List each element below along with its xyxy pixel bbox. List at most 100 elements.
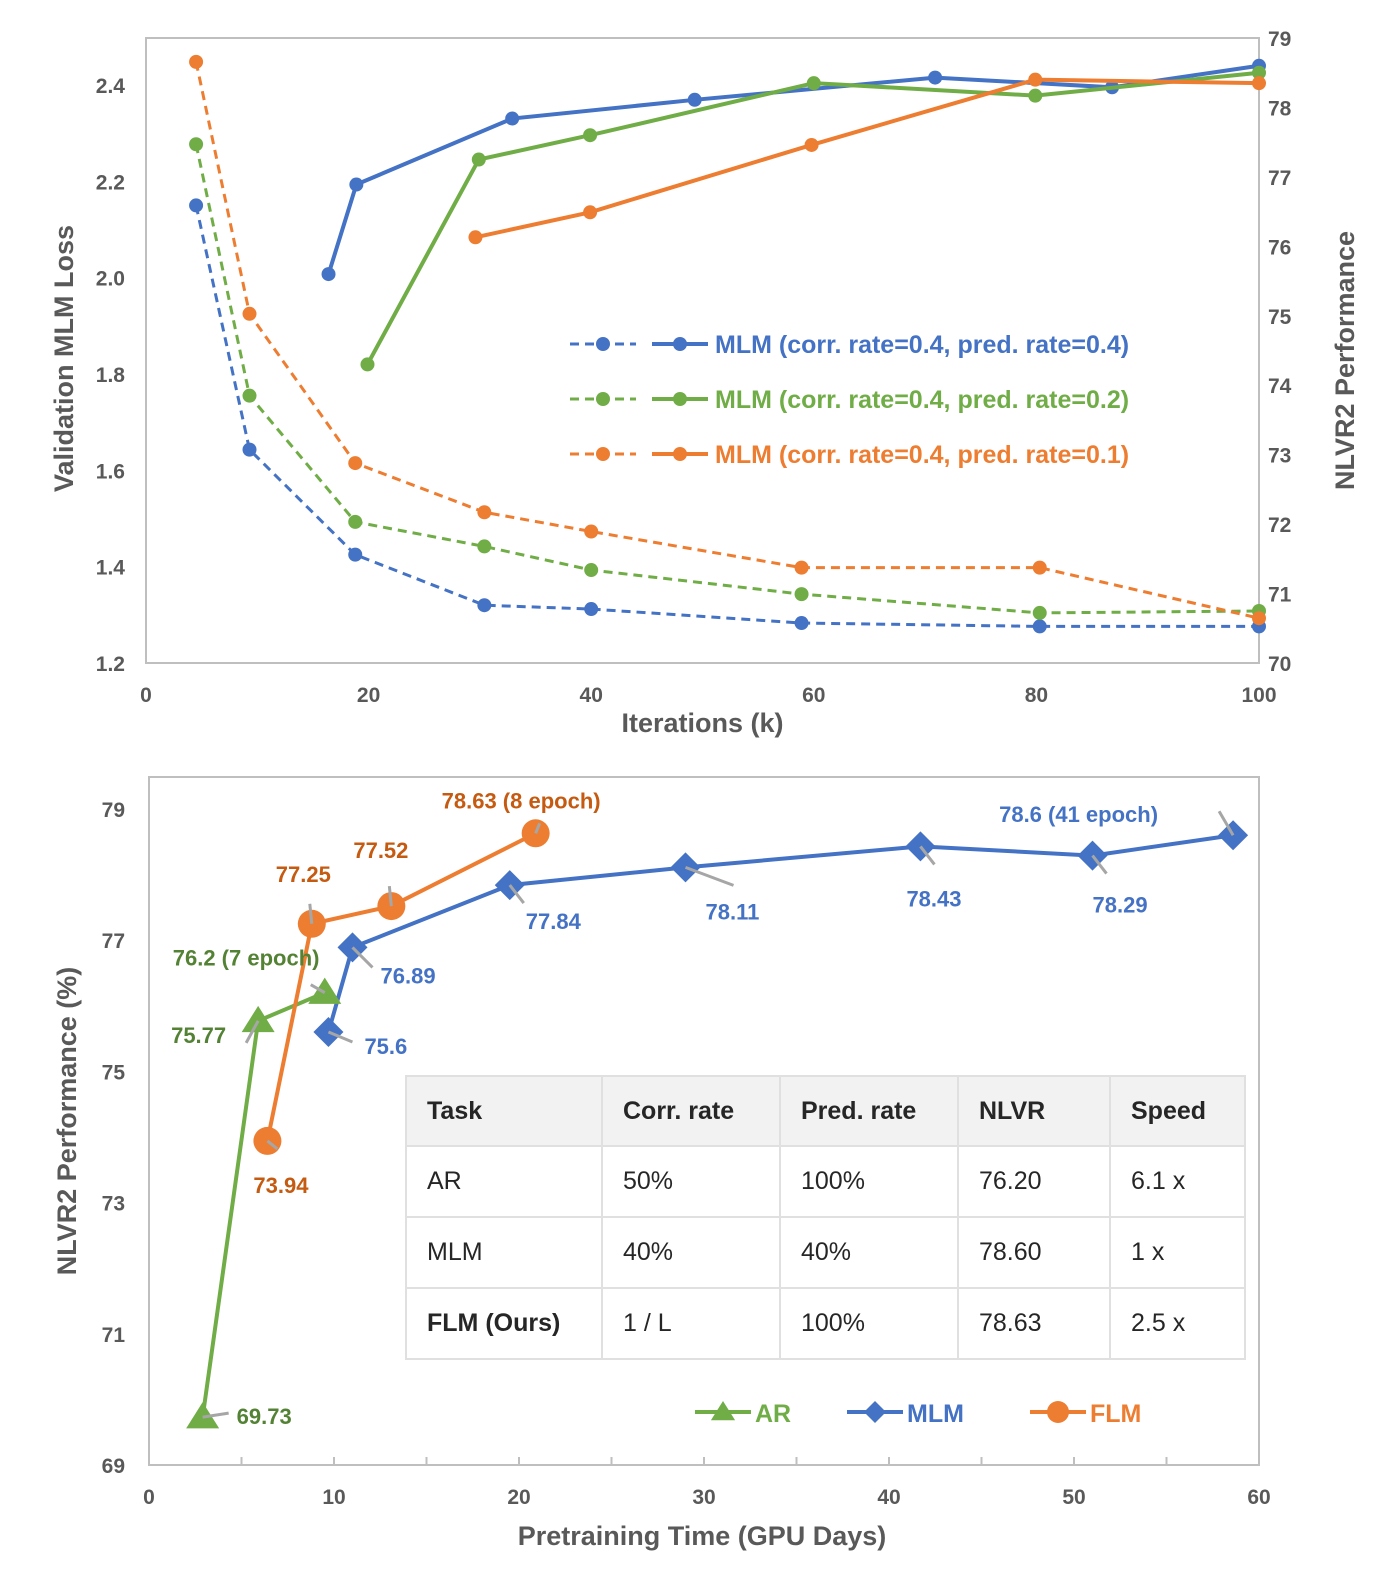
x-tick-label: 60: [1247, 1486, 1270, 1509]
y-axis-title: NLVR2 Performance (%): [52, 967, 82, 1276]
data-label: 77.52: [353, 838, 408, 863]
y2-tick-label: 77: [1268, 167, 1291, 190]
nlvr2-point: [468, 230, 483, 245]
legend-marker: [864, 1401, 886, 1423]
data-label: 78.11: [706, 899, 760, 924]
table-cell: FLM (Ours): [405, 1287, 603, 1360]
table-header: Pred. rate: [779, 1075, 959, 1147]
loss-point: [1032, 605, 1047, 620]
y-tick-label: 79: [102, 799, 125, 822]
x-tick-label: 0: [143, 1486, 155, 1509]
data-label: 78.43: [906, 886, 961, 911]
nlvr2-line: [365, 70, 1260, 366]
label-leader: [508, 884, 525, 905]
nlvr2-point: [1028, 72, 1043, 87]
nlvr2-point: [928, 70, 943, 85]
legend-nlvr2-marker: [673, 392, 687, 406]
y2-tick-label: 75: [1268, 306, 1292, 329]
data-point: [241, 1005, 275, 1033]
legend-label: AR: [755, 1400, 791, 1428]
legend-loss-marker: [596, 447, 610, 461]
data-label: 75.77: [171, 1023, 226, 1048]
table-cell: AR: [405, 1145, 603, 1218]
table-row: AR 50% 100% 76.20 6.1 x: [405, 1145, 1246, 1218]
loss-line: [194, 143, 1260, 615]
nlvr2-point: [804, 137, 819, 152]
data-label: 76.2 (7 epoch): [173, 946, 320, 971]
x-tick-label: 20: [357, 684, 380, 707]
table-cell: 1 x: [1109, 1216, 1246, 1289]
loss-line: [194, 61, 1260, 620]
loss-point: [477, 598, 492, 613]
loss-point: [348, 547, 363, 562]
y-tick-label: 2.4: [96, 75, 126, 98]
y-tick-label: 2.2: [96, 171, 125, 194]
data-label: 69.73: [237, 1404, 292, 1429]
nlvr2-point: [349, 177, 364, 192]
y-tick-label: 75: [102, 1061, 126, 1084]
nlvr2-point: [1252, 65, 1266, 80]
loss-point: [584, 524, 599, 539]
series-line: [265, 831, 537, 1142]
nlvr2-point: [1252, 76, 1266, 91]
table-header: Speed: [1109, 1075, 1246, 1147]
bottom-chart: 0 10 20 30 40 50 60 69 71 73 75 77 79 Pretraining Tim…: [52, 776, 1271, 1551]
loss-point: [242, 442, 257, 457]
data-point: [905, 831, 936, 862]
loss-point: [242, 388, 257, 403]
legend-label: MLM (corr. rate=0.4, pred. rate=0.2): [715, 386, 1129, 414]
x-tick-label: 50: [1062, 1486, 1085, 1509]
comparison-table: Task Corr. rate Pred. rate NLVR Speed AR…: [405, 1075, 1246, 1360]
table-cell: 40%: [601, 1216, 781, 1289]
data-point: [308, 977, 342, 1004]
data-point: [1077, 840, 1108, 871]
legend-marker: [710, 1401, 736, 1421]
data-label: 77.84: [526, 909, 582, 934]
table-header: NLVR: [957, 1075, 1111, 1147]
x-tick-label: 60: [802, 684, 825, 707]
loss-point: [794, 616, 809, 631]
table-cell: 50%: [601, 1145, 781, 1218]
legend-loss-marker: [596, 337, 610, 351]
label-leader: [308, 903, 314, 924]
loss-point: [1032, 560, 1047, 575]
legend-label: MLM: [907, 1400, 964, 1428]
x-tick-label: 10: [322, 1486, 345, 1509]
legend-nlvr2-marker: [673, 447, 687, 461]
table-cell: 78.63: [957, 1287, 1111, 1360]
table-header: Task: [405, 1075, 603, 1147]
y-tick-label: 77: [102, 930, 125, 953]
legend-label: MLM (corr. rate=0.4, pred. rate=0.1): [715, 441, 1129, 469]
legend-marker: [1047, 1401, 1069, 1423]
x-tick-label: 80: [1025, 684, 1048, 707]
label-leader: [684, 865, 735, 887]
loss-point: [348, 456, 363, 471]
series-line: [200, 990, 326, 1418]
label-leader: [387, 885, 393, 907]
y2-tick-label: 73: [1268, 445, 1291, 468]
legend-label: MLM (corr. rate=0.4, pred. rate=0.4): [715, 331, 1129, 359]
y2-tick-label: 71: [1268, 584, 1292, 607]
loss-point: [348, 514, 363, 529]
table-cell: 2.5 x: [1109, 1287, 1246, 1360]
label-leader: [351, 946, 374, 969]
x-tick-label: 100: [1241, 684, 1276, 707]
label-leader: [266, 1139, 279, 1151]
y-axis-title: Validation MLM Loss: [49, 225, 79, 492]
nlvr2-point: [321, 267, 336, 282]
legend-nlvr2-marker: [673, 337, 687, 351]
x-tick-label: 40: [580, 684, 603, 707]
table-cell: 40%: [779, 1216, 959, 1289]
table-cell: 6.1 x: [1109, 1145, 1246, 1218]
label-leader: [244, 1020, 260, 1044]
x-axis-title: Pretraining Time (GPU Days): [518, 1521, 887, 1551]
table-cell: 100%: [779, 1145, 959, 1218]
nlvr2-line: [326, 63, 1260, 275]
data-point: [377, 892, 406, 921]
loss-point: [477, 505, 492, 520]
y2-tick-label: 79: [1268, 28, 1291, 51]
loss-point: [584, 602, 599, 617]
label-leader: [1091, 854, 1108, 875]
y-tick-label: 1.2: [96, 653, 125, 676]
y2-tick-label: 76: [1268, 236, 1291, 259]
